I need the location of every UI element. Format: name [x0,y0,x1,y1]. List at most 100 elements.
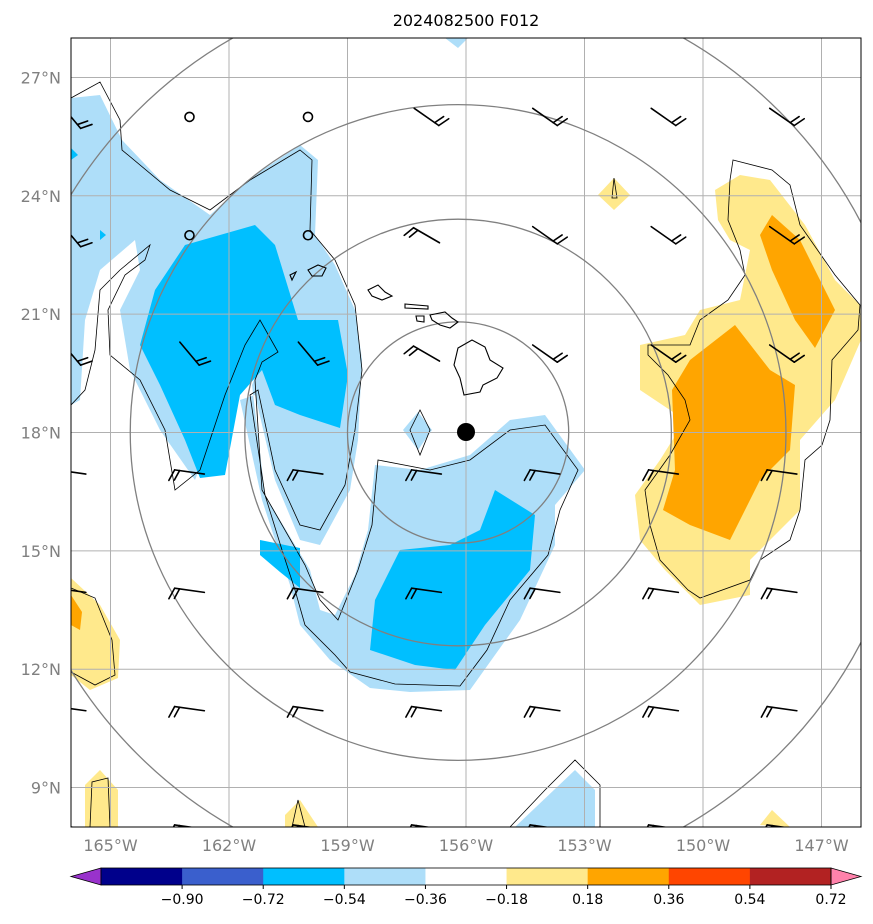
positive-anomaly-sw [71,578,120,690]
wind-barb [760,705,798,718]
storm-center-marker [457,423,475,441]
longitude-tick-label: 156°W [439,836,494,855]
wind-barb [168,705,206,718]
longitude-tick-label: 153°W [557,836,612,855]
colorbar-tick-label: 0.36 [653,892,684,908]
wind-barb [405,705,443,718]
wind-barb [642,469,680,482]
colorbar-tick-label: −0.72 [242,892,285,908]
latitude-tick-label: 9°N [31,779,61,798]
colorbar-tick-label: −0.18 [485,892,528,908]
longitude-tick-label: 165°W [83,836,138,855]
longitude-tick-label: 159°W [320,836,375,855]
wind-barb [403,345,441,362]
contour-lines [71,81,861,827]
coastlines [289,264,504,396]
latitude-labels: 27°N 24°N 21°N 18°N 15°N 12°N 9°N [21,68,61,797]
island-lanai [415,315,425,323]
wind-barb [71,234,93,248]
wind-barb [286,587,324,600]
colorbar-segment [182,868,264,885]
wind-barb [650,344,687,364]
strong-negative-edge-2 [100,230,106,240]
wind-barb [403,226,441,244]
colorbar-tick-label: 0.54 [734,892,765,908]
wind-barb [531,225,569,245]
chart-title: 2024082500 F012 [393,11,540,30]
wind-barb [768,344,806,364]
positive-anomaly-small [598,178,630,210]
negative-anomaly-small [403,412,432,450]
wind-barb [71,589,87,594]
wind-barb [297,341,330,366]
colorbar-tick-label: −0.90 [161,892,204,908]
wind-barb [286,705,324,718]
island-kauai [307,264,327,277]
calm-wind-marker [184,229,195,241]
longitude-tick-label: 150°W [676,836,731,855]
wind-barb [760,587,798,600]
latitude-tick-label: 27°N [21,68,61,87]
colorbar-segment [587,868,670,885]
plot-area [71,38,861,827]
colorbar-extend-low [69,867,102,886]
strong-negative-edge [71,148,78,160]
longitude-tick-label: 162°W [202,836,257,855]
latitude-tick-label: 15°N [21,542,61,561]
latitude-tick-label: 12°N [21,660,61,679]
wind-barb [650,225,687,245]
wind-barb [71,115,93,130]
colorbar-extend-high [830,867,863,886]
island-maui [429,311,459,329]
wind-barb [523,705,561,718]
strong-positive-edge [71,595,82,630]
wind-barb [71,707,87,712]
colorbar-segment [344,868,426,885]
wind-barb [531,344,569,364]
longitude-tick-label: 147°W [794,836,849,855]
colorbar-segment [506,868,589,885]
colorbar: −0.90 −0.72 −0.54 −0.36 −0.18 0.18 0.36 0.54 0.7… [69,867,863,908]
strong-positive-area [760,215,835,348]
calm-wind-marker [302,229,314,241]
latitude-tick-label: 18°N [21,424,61,443]
wind-barb [642,587,680,600]
latitude-tick-label: 24°N [21,187,61,206]
map-frame [70,37,862,828]
wind-barb [768,225,806,245]
wind-barb [760,469,798,482]
wind-barb [168,469,206,482]
colorbar-tick-label: −0.36 [404,892,447,908]
wind-barbs [71,107,806,827]
negative-anomaly-south [515,770,595,827]
colorbar-segment [668,868,751,885]
negative-anomaly-top [445,38,468,48]
calm-wind-marker [184,111,195,123]
wind-barb [650,107,687,127]
range-ring [129,103,787,762]
strong-negative-area-2 [370,490,535,670]
wind-barb [768,107,806,127]
calm-wind-marker [302,111,314,123]
colorbar-segment [101,868,183,885]
wind-barb [405,469,443,482]
wind-barb [531,107,569,127]
range-ring [244,218,673,647]
wind-barb [642,705,680,718]
wind-barb [405,587,443,600]
wind-barb [71,471,87,475]
wind-barb [286,469,324,482]
wind-barb [523,587,561,600]
colorbar-segment [425,868,508,885]
island-hawaii [453,339,504,396]
longitude-labels: 165°W 162°W 159°W 156°W 153°W 150°W 147°W [83,836,849,855]
wind-barb [523,469,561,482]
wind-barb [168,587,206,600]
colorbar-tick-label: 0.18 [572,892,603,908]
colorbar-tick-label: 0.72 [815,892,846,908]
wind-barb [71,352,93,366]
strong-negative-area [140,225,348,478]
colorbar-tick-label: −0.54 [323,892,366,908]
island-molokai [404,303,429,310]
